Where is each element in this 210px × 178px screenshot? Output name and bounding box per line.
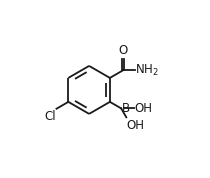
Text: O: O: [118, 44, 128, 57]
Text: B: B: [122, 102, 130, 115]
Text: Cl: Cl: [44, 110, 56, 123]
Text: NH$_2$: NH$_2$: [135, 63, 159, 78]
Text: OH: OH: [127, 119, 145, 132]
Text: OH: OH: [134, 102, 152, 115]
